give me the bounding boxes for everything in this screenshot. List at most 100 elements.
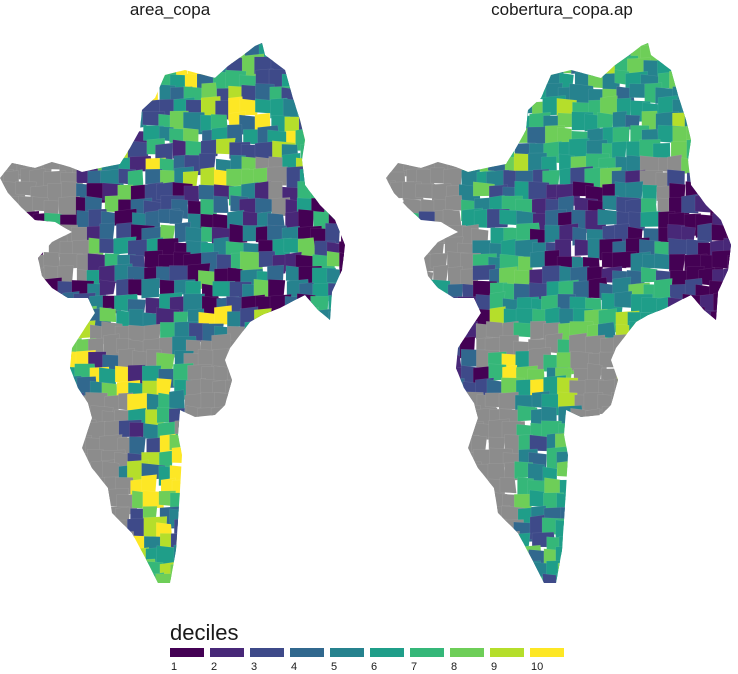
district-polygon <box>309 350 330 365</box>
district-polygon <box>686 421 706 437</box>
district-polygon <box>725 184 738 203</box>
district-polygon <box>325 74 348 89</box>
district-polygon <box>711 478 730 494</box>
district-polygon <box>269 423 291 439</box>
district-polygon <box>299 72 322 88</box>
district-polygon <box>697 422 716 441</box>
district-polygon <box>726 141 738 160</box>
district-polygon <box>45 113 70 131</box>
district-polygon <box>386 406 398 424</box>
district-polygon <box>35 45 59 62</box>
district-polygon <box>6 448 28 467</box>
district-polygon <box>699 184 718 200</box>
district-polygon <box>630 350 653 372</box>
district-polygon <box>197 408 213 427</box>
district-polygon <box>73 85 94 106</box>
district-polygon <box>421 481 438 500</box>
district-polygon <box>557 460 578 477</box>
district-polygon <box>5 478 26 497</box>
district-polygon <box>433 265 448 282</box>
district-polygon <box>474 532 495 555</box>
district-polygon <box>327 573 343 590</box>
district-polygon <box>145 30 164 48</box>
district-polygon <box>726 98 738 116</box>
district-polygon <box>584 433 602 451</box>
district-polygon <box>227 420 252 437</box>
district-polygon <box>309 585 327 590</box>
district-polygon <box>0 279 15 301</box>
district-polygon <box>270 438 286 457</box>
district-polygon <box>600 45 619 67</box>
district-polygon <box>312 520 331 539</box>
district-polygon <box>658 30 682 45</box>
district-polygon <box>418 58 433 75</box>
district-polygon <box>0 547 4 569</box>
district-polygon <box>486 56 504 73</box>
district-polygon <box>46 75 70 89</box>
district-polygon <box>57 503 77 518</box>
district-polygon <box>242 392 263 410</box>
district-polygon <box>0 490 5 507</box>
district-polygon <box>268 181 282 201</box>
district-polygon <box>170 509 194 527</box>
district-polygon <box>216 434 237 451</box>
district-polygon <box>445 451 468 472</box>
district-polygon <box>59 424 82 441</box>
district-polygon <box>503 74 522 91</box>
district-polygon <box>459 59 475 80</box>
district-polygon <box>5 368 26 386</box>
district-polygon <box>392 100 407 119</box>
district-polygon <box>88 75 112 93</box>
district-polygon <box>186 504 202 526</box>
district-polygon <box>407 87 428 109</box>
district-polygon <box>700 447 720 463</box>
district-polygon <box>0 59 2 81</box>
district-polygon <box>672 546 689 563</box>
district-polygon <box>17 130 42 149</box>
legend-swatch-3 <box>250 648 284 657</box>
district-polygon <box>1 127 21 145</box>
district-polygon <box>515 572 533 590</box>
district-polygon <box>419 30 437 50</box>
district-polygon <box>310 449 329 468</box>
district-polygon <box>199 424 225 442</box>
district-polygon <box>434 478 451 499</box>
district-polygon <box>474 545 495 562</box>
district-polygon <box>351 436 352 457</box>
district-polygon <box>214 44 232 65</box>
district-polygon <box>241 530 265 551</box>
district-polygon <box>227 587 248 590</box>
district-polygon <box>296 453 317 474</box>
district-polygon <box>685 405 706 426</box>
district-polygon <box>270 393 285 407</box>
district-polygon <box>392 393 413 416</box>
district-polygon <box>392 40 410 58</box>
district-polygon <box>698 383 716 399</box>
district-polygon <box>170 210 184 224</box>
district-polygon <box>416 70 435 84</box>
district-polygon <box>20 226 39 246</box>
district-polygon <box>420 392 437 412</box>
district-polygon <box>91 59 112 77</box>
district-polygon <box>711 157 735 172</box>
district-polygon <box>198 435 219 453</box>
district-polygon <box>386 100 399 122</box>
district-polygon <box>418 587 436 590</box>
district-polygon <box>696 69 718 89</box>
district-polygon <box>585 522 608 540</box>
district-polygon <box>269 310 291 328</box>
district-polygon <box>32 324 47 346</box>
district-polygon <box>19 265 33 285</box>
district-polygon <box>3 335 26 352</box>
district-polygon <box>130 574 150 590</box>
district-polygon <box>681 382 706 400</box>
district-polygon <box>35 451 51 467</box>
district-polygon <box>406 463 423 484</box>
district-polygon <box>31 127 48 144</box>
district-polygon <box>337 186 352 207</box>
district-polygon <box>0 209 10 231</box>
district-polygon <box>709 72 733 91</box>
district-polygon <box>614 334 635 354</box>
district-polygon <box>727 155 738 175</box>
district-polygon <box>556 574 581 590</box>
